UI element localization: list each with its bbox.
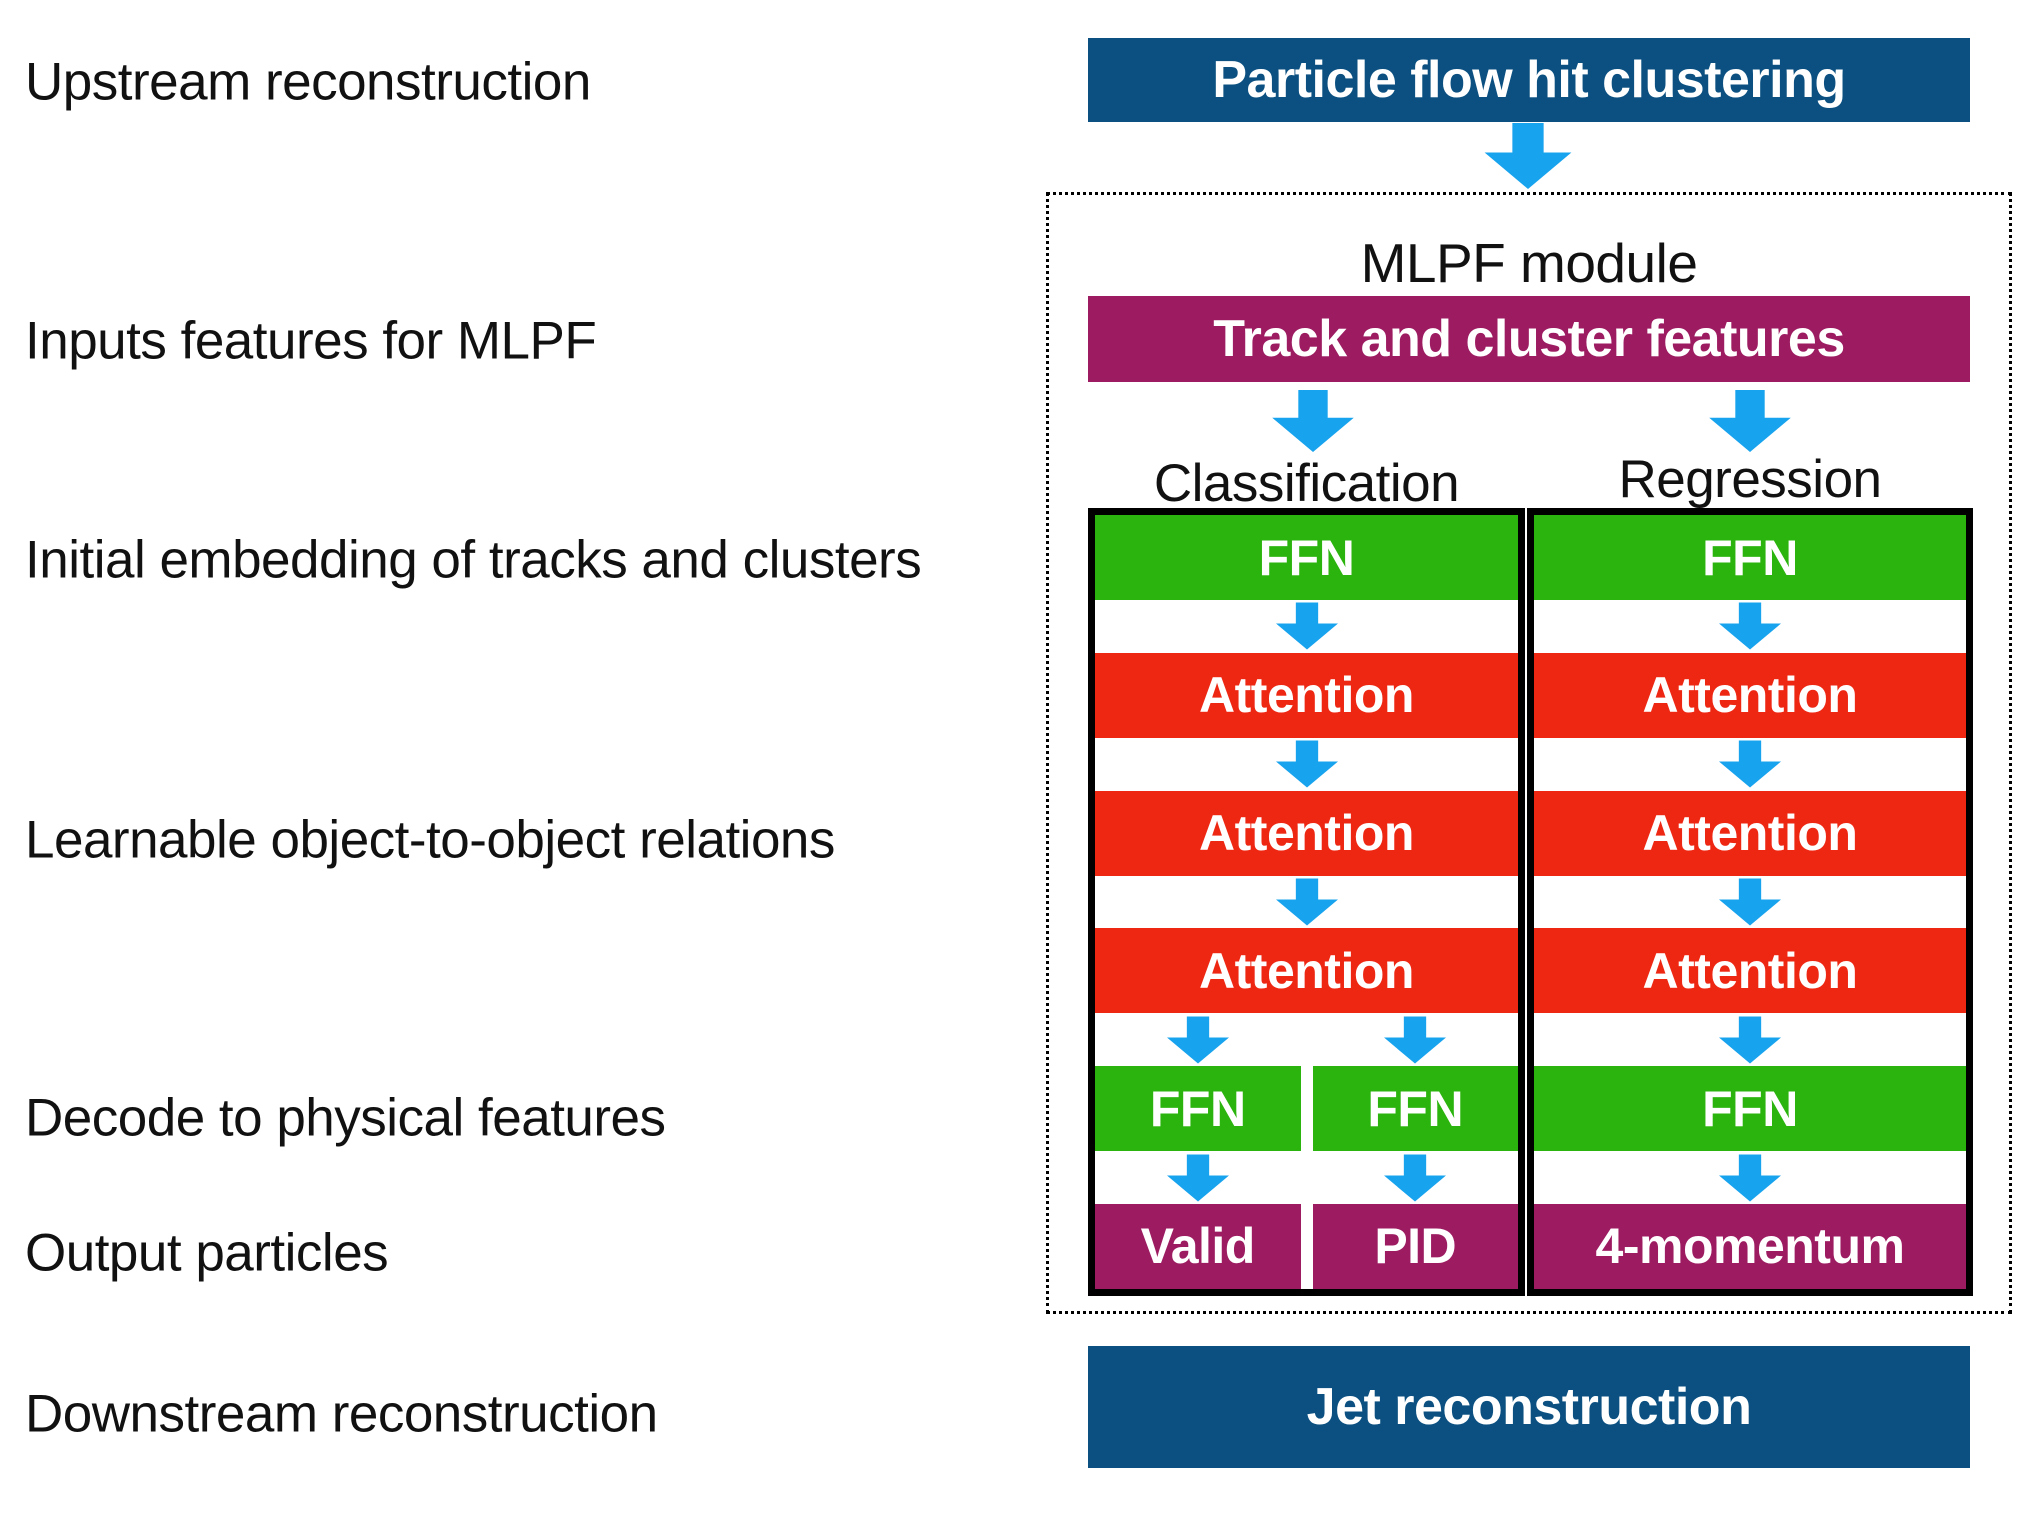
down-arrow-icon xyxy=(1384,1154,1447,1202)
track-cluster-features-box: Track and cluster features xyxy=(1088,296,1970,382)
arrow-gap xyxy=(1095,1151,1518,1204)
down-arrow-icon xyxy=(1275,602,1338,650)
mlpf-module-title: MLPF module xyxy=(1360,232,1698,294)
output-row: Valid PID xyxy=(1095,1203,1518,1289)
arrow-gap xyxy=(1095,876,1518,929)
label-initial-embedding: Initial embedding of tracks and clusters xyxy=(25,530,922,590)
arrow-gap xyxy=(1534,738,1966,791)
four-momentum-output-box: 4-momentum xyxy=(1534,1203,1966,1289)
attention-box: Attention xyxy=(1095,790,1518,876)
particle-flow-hit-clustering-box: Particle flow hit clustering xyxy=(1088,38,1970,122)
valid-output-box: Valid xyxy=(1095,1203,1301,1289)
label-decode-features: Decode to physical features xyxy=(25,1088,666,1148)
arrow-gap xyxy=(1534,1151,1966,1204)
down-arrow-icon xyxy=(1275,740,1338,788)
down-arrow-icon xyxy=(1166,1016,1229,1064)
label-object-relations: Learnable object-to-object relations xyxy=(25,810,835,870)
arrow-gap xyxy=(1095,738,1518,791)
down-arrow-icon xyxy=(1709,390,1791,452)
down-arrow-icon xyxy=(1719,1016,1781,1064)
ffn-box: FFN xyxy=(1534,1066,1966,1152)
down-arrow-icon xyxy=(1166,1154,1229,1202)
arrow-gap xyxy=(1534,600,1966,653)
down-arrow-icon xyxy=(1719,878,1781,926)
arrow-slot xyxy=(1095,1154,1301,1202)
arrow-gap xyxy=(1534,1013,1966,1066)
ffn-box: FFN xyxy=(1312,1066,1518,1152)
down-arrow-icon xyxy=(1719,740,1781,788)
label-downstream-reconstruction: Downstream reconstruction xyxy=(25,1384,658,1444)
down-arrow-icon xyxy=(1484,123,1572,189)
decoder-ffn-row: FFN FFN xyxy=(1095,1066,1518,1152)
regression-header: Regression xyxy=(1618,450,1882,509)
attention-box: Attention xyxy=(1534,928,1966,1014)
label-inputs-features: Inputs features for MLPF xyxy=(25,311,597,371)
arrow-gap xyxy=(1095,600,1518,653)
classification-header: Classification xyxy=(1153,454,1460,513)
attention-box: Attention xyxy=(1534,790,1966,876)
regression-column: FFN Attention Attention Attention FFN 4-… xyxy=(1527,508,1973,1296)
label-upstream-reconstruction: Upstream reconstruction xyxy=(25,52,591,112)
label-output-particles: Output particles xyxy=(25,1223,389,1283)
arrow-slot xyxy=(1313,1154,1519,1202)
classification-column: FFN Attention Attention Attention xyxy=(1088,508,1525,1296)
ffn-box: FFN xyxy=(1095,515,1518,600)
down-arrow-icon xyxy=(1384,1016,1447,1064)
ffn-box: FFN xyxy=(1534,515,1966,600)
arrow-gap xyxy=(1534,876,1966,929)
arrow-slot xyxy=(1313,1016,1519,1064)
down-arrow-icon xyxy=(1719,1154,1781,1202)
ffn-box: FFN xyxy=(1095,1066,1301,1152)
attention-box: Attention xyxy=(1534,652,1966,738)
down-arrow-icon xyxy=(1719,602,1781,650)
pid-output-box: PID xyxy=(1312,1203,1518,1289)
attention-box: Attention xyxy=(1095,928,1518,1014)
down-arrow-icon xyxy=(1272,390,1354,452)
attention-box: Attention xyxy=(1095,652,1518,738)
down-arrow-icon xyxy=(1275,878,1338,926)
mlpf-module-box: MLPF module Track and cluster features C… xyxy=(1046,192,2012,1314)
arrow-slot xyxy=(1095,1016,1301,1064)
jet-reconstruction-box: Jet reconstruction xyxy=(1088,1346,1970,1468)
arrow-gap xyxy=(1095,1013,1518,1066)
